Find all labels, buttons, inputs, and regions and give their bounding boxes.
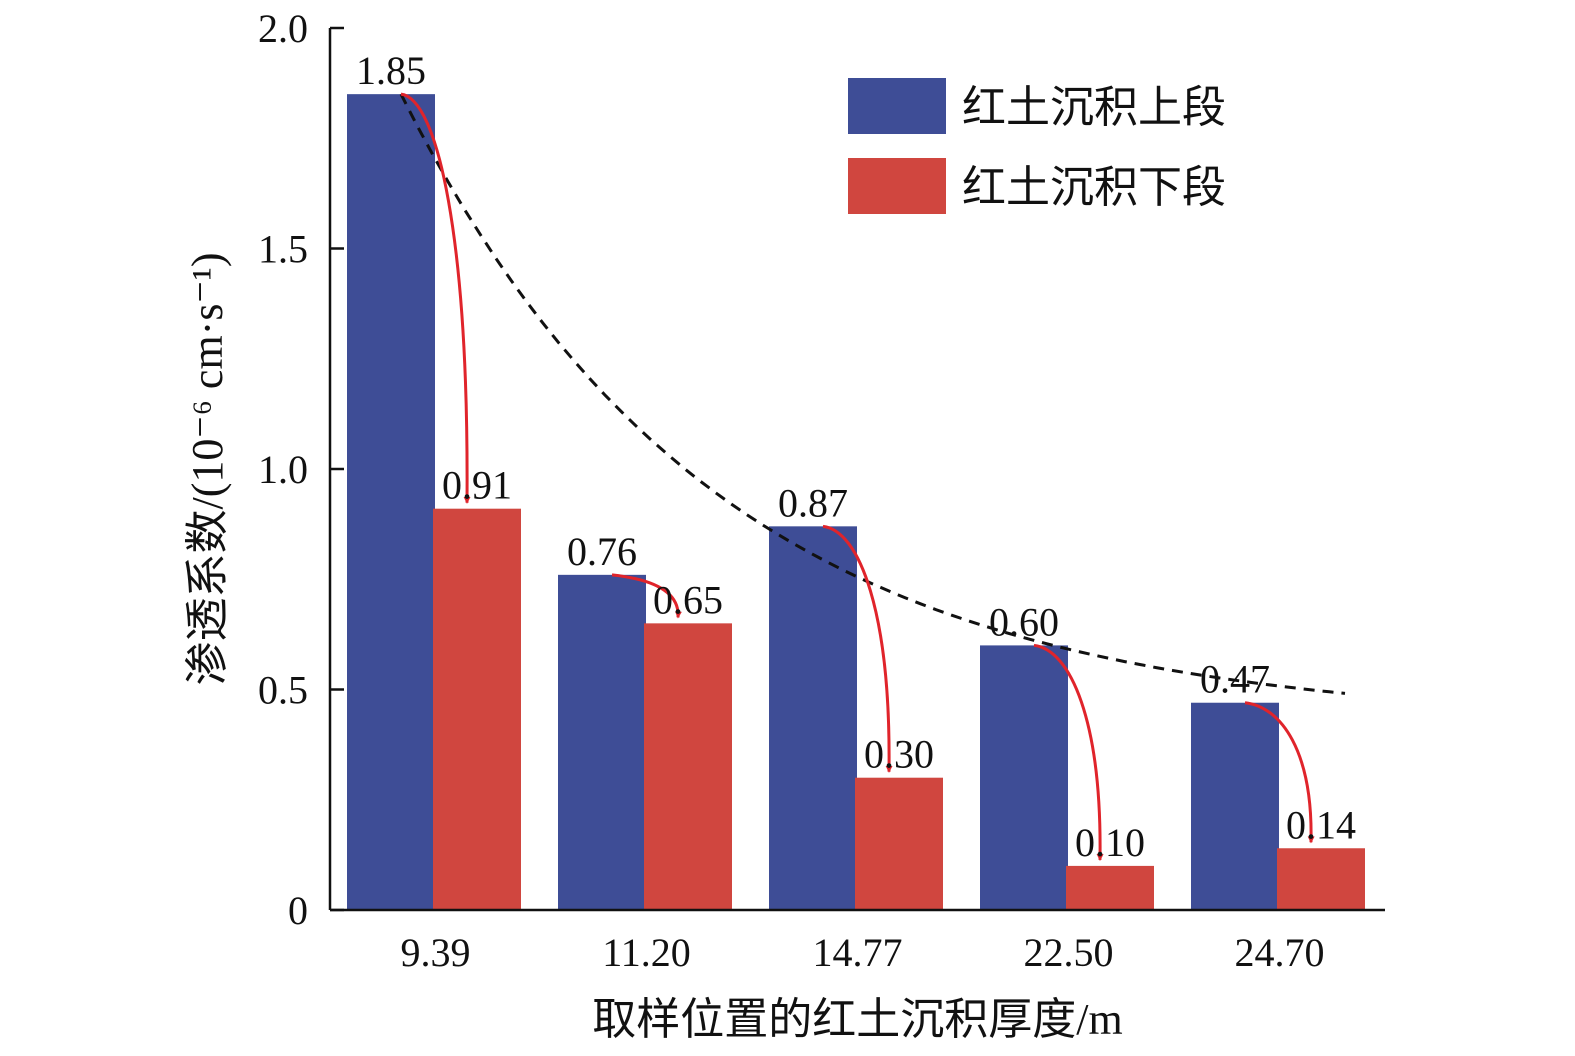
x-tick-label-3: 14.77 xyxy=(813,930,903,975)
decrease-arrow-cat1 xyxy=(400,92,471,504)
bars-layer xyxy=(347,94,1365,910)
legend-label-series2: 红土沉积下段 xyxy=(962,163,1226,212)
y-tick-label-5: 2.0 xyxy=(258,6,308,51)
data-labels-layer: 1.85 0.76 0.87 0.60 0.47 0.91 0.65 0.30 0.10 0.14 xyxy=(356,48,1356,865)
arrows-layer xyxy=(400,92,1315,862)
data-label-series2-cat5: 0.14 xyxy=(1286,802,1356,847)
x-tick-label-2: 11.20 xyxy=(602,930,691,975)
legend-swatch-series2 xyxy=(848,158,946,214)
bar-series2-cat3 xyxy=(855,777,943,910)
trend-layer xyxy=(399,93,1346,695)
data-label-series1-cat1: 1.85 xyxy=(356,48,426,93)
bar-series1-cat1 xyxy=(347,94,435,910)
decrease-arrow-cat5 xyxy=(1244,701,1315,844)
bar-series1-cat3 xyxy=(769,526,857,910)
bar-series2-cat1 xyxy=(433,508,521,910)
bar-series1-cat5 xyxy=(1191,702,1279,910)
y-tick-label-3: 1.0 xyxy=(258,447,308,492)
data-label-series2-cat2: 0.65 xyxy=(653,577,723,622)
decrease-arrow-cat2 xyxy=(611,573,682,619)
y-tick-label-2: 0.5 xyxy=(258,668,308,713)
x-axis-title: 取样位置的红土沉积厚度/m xyxy=(592,995,1122,1044)
decrease-arrow-cat3 xyxy=(822,524,893,773)
data-label-series1-cat4: 0.60 xyxy=(989,599,1059,644)
axes-layer: 0 0.5 1.0 1.5 2.0 9.39 11.20 14.77 22.50 24.70 取样位… xyxy=(183,6,1385,1044)
data-label-series1-cat2: 0.76 xyxy=(567,529,637,574)
x-tick-label-5: 24.70 xyxy=(1235,930,1325,975)
bar-series1-cat2 xyxy=(558,574,646,910)
x-tick-label-1: 9.39 xyxy=(401,930,471,975)
data-label-series2-cat4: 0.10 xyxy=(1075,820,1145,865)
bar-series2-cat5 xyxy=(1277,848,1365,910)
legend-swatch-series1 xyxy=(848,78,946,134)
y-tick-label-4: 1.5 xyxy=(258,227,308,272)
decrease-arrow-cat4 xyxy=(1033,643,1104,862)
data-label-series1-cat5: 0.47 xyxy=(1200,657,1270,702)
y-axis-title: 渗透系数/(10⁻⁶ cm·s⁻¹) xyxy=(183,252,232,685)
y-tick-label-1: 0 xyxy=(288,888,308,933)
x-tick-label-4: 22.50 xyxy=(1024,930,1114,975)
data-label-series2-cat1: 0.91 xyxy=(442,463,512,508)
bar-series2-cat4 xyxy=(1066,865,1154,910)
data-label-series1-cat3: 0.87 xyxy=(778,480,848,525)
trend-line xyxy=(399,93,1346,695)
legend-label-series1: 红土沉积上段 xyxy=(962,83,1226,132)
bar-series2-cat2 xyxy=(644,623,732,910)
data-label-series2-cat3: 0.30 xyxy=(864,732,934,777)
bar-series1-cat4 xyxy=(980,645,1068,910)
